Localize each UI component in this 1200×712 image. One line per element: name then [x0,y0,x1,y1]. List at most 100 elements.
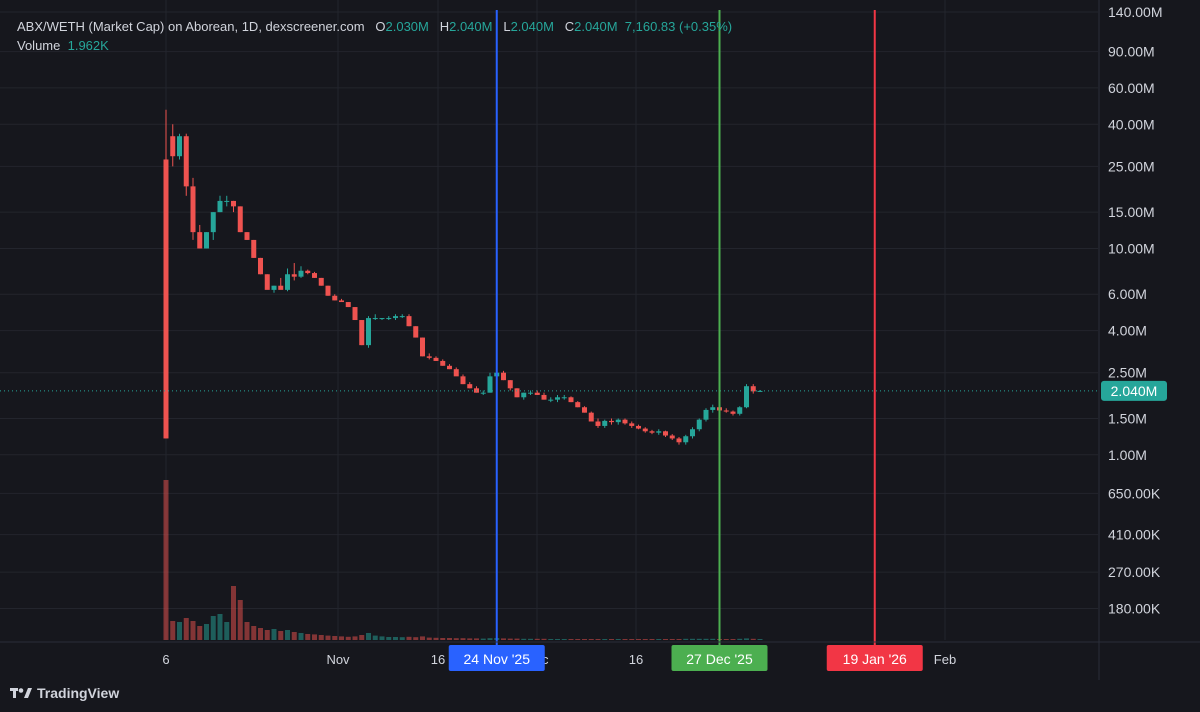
volume-bar [568,639,574,640]
candle-body [642,428,648,432]
volume-bar [676,639,682,640]
volume-bar [399,637,405,640]
price-tick-label: 90.00M [1108,44,1155,60]
candle-body [730,411,736,414]
volume-bar [204,624,209,640]
candle-body [345,302,351,308]
price-tick-label: 4.00M [1108,323,1147,339]
candlestick-chart[interactable]: 6Nov16Dec16Feb140.00M90.00M60.00M40.00M2… [0,0,1200,680]
tradingview-brand[interactable]: TradingView [10,685,119,701]
volume-bar [710,638,716,640]
volume-bar [298,633,304,640]
volume-bar [669,639,675,640]
volume-bar [636,639,641,640]
candle-body [298,270,304,277]
candle-body [696,419,702,430]
volume-bar [339,636,344,640]
volume-bar [291,632,297,640]
candle-body [312,273,317,278]
chart-legend: ABX/WETH (Market Cap) on Aborean, 1D, de… [17,19,732,34]
price-tick-label: 140.00M [1108,4,1162,20]
volume-bar [217,614,223,640]
volume-bar [514,638,520,640]
volume-bar [656,639,662,640]
volume-bar [487,638,493,640]
volume-bar [744,638,749,640]
price-tick-label: 1.50M [1108,410,1147,426]
volume-bar [379,636,385,640]
candle-body [453,369,459,377]
candle-body [467,384,473,389]
price-tick-label: 25.00M [1108,158,1155,174]
volume-bar [426,637,432,640]
symbol-title: ABX/WETH (Market Cap) on Aborean, 1D, de… [17,19,365,34]
candle-body [534,392,540,395]
candle-body [406,316,412,327]
volume-bar [264,630,270,640]
volume-bar [622,639,628,640]
candle-body [420,337,425,357]
candle-body [217,200,223,213]
price-tick-label: 180.00K [1108,600,1161,616]
volume-bar [372,635,378,640]
price-tick-label: 410.00K [1108,527,1161,543]
candle-body [251,239,257,258]
volume-bar [413,637,419,640]
candle-body [379,318,385,320]
volume-bar [352,636,358,640]
candle-body [258,257,263,275]
candle-body [426,356,432,358]
price-tick-label: 2.50M [1108,365,1147,381]
high-value: 2.040M [449,19,493,34]
candle-body [339,300,344,303]
volume-bar [183,618,189,640]
volume-bar [345,636,351,640]
volume-bar [224,622,230,640]
time-tick-label: 16 [431,652,445,667]
candle-body [703,409,709,420]
candle-body [393,316,398,319]
current-price-label: 2.040M [1111,383,1158,399]
volume-bar [359,635,365,640]
candle-body [669,435,675,439]
candle-body [629,423,635,426]
candle-body [737,407,743,414]
candle-body [170,136,176,157]
candle-body [555,397,560,400]
volume-bar [615,639,621,640]
close-label: C [564,19,575,34]
candle-body [359,320,365,346]
open-value: 2.030M [385,19,429,34]
volume-bar [453,638,459,640]
candle-body [750,386,756,392]
candle-body [278,285,284,290]
volume-bar [231,586,236,640]
candle-body [244,232,250,240]
candle-body [440,360,446,366]
volume-bar [723,639,729,640]
candle-body [413,326,419,338]
time-tick-label: Feb [934,652,956,667]
volume-bar [757,639,763,640]
candle-body [352,307,358,321]
candle-body [487,376,493,393]
volume-bar [386,637,392,640]
volume-bar [406,636,412,640]
price-tick-label: 15.00M [1108,204,1155,220]
current-price-badge [1101,380,1167,401]
candle-body [561,397,567,399]
candle-body [183,136,189,187]
candle-body [237,206,243,233]
candle-body [528,392,533,394]
candle-body [480,392,486,394]
volume-bar [609,639,614,640]
price-tick-label: 650.00K [1108,485,1161,501]
price-tick-label: 60.00M [1108,80,1155,96]
volume-bar [690,638,695,640]
candle-body [332,295,338,301]
low-label: L [503,19,511,34]
volume-bar [696,638,702,640]
candle-body [501,372,506,381]
date-marker-label: 19 Jan '26 [843,651,907,667]
volume-bar [534,638,540,640]
